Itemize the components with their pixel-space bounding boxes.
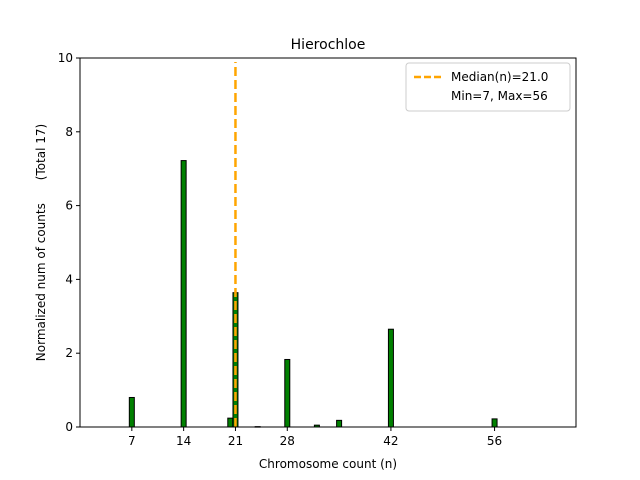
bar-2 xyxy=(227,417,234,428)
x-tick-label: 21 xyxy=(228,434,243,448)
chart-title: Hierochloe xyxy=(291,37,366,53)
y-tick-label: 10 xyxy=(58,51,73,65)
x-tick-label: 56 xyxy=(487,434,502,448)
x-axis-ticks: 7 14 21 28 42 56 xyxy=(128,427,502,448)
bar-1 xyxy=(180,160,187,428)
y-tick-label: 4 xyxy=(65,272,73,286)
bars-group xyxy=(128,160,498,428)
legend-box xyxy=(405,62,571,112)
plot-frame xyxy=(79,57,577,428)
legend-entry-minmax: Min=7, Max=56 xyxy=(451,89,548,103)
y-tick-label: 2 xyxy=(65,346,73,360)
bar-9 xyxy=(491,418,498,428)
x-tick-label: 7 xyxy=(128,434,136,448)
bar-6 xyxy=(336,419,343,428)
y-axis-ticks: 0 2 4 6 8 10 xyxy=(58,51,80,434)
x-axis-label: Chromosome count (n) xyxy=(259,457,397,471)
y-axis-label: Normalized num of counts (Total 17) xyxy=(34,124,48,361)
bar-7 xyxy=(284,358,291,428)
y-tick-label: 8 xyxy=(65,125,73,139)
y-tick-label: 0 xyxy=(65,420,73,434)
y-tick-label: 6 xyxy=(65,199,73,213)
bar-0 xyxy=(128,396,135,428)
x-tick-label: 42 xyxy=(383,434,398,448)
legend: Median(n)=21.0 Min=7, Max=56 xyxy=(405,62,571,112)
bar-8 xyxy=(387,328,394,428)
legend-entry-median: Median(n)=21.0 xyxy=(451,70,548,84)
x-tick-label: 28 xyxy=(280,434,295,448)
x-tick-label: 14 xyxy=(176,434,191,448)
